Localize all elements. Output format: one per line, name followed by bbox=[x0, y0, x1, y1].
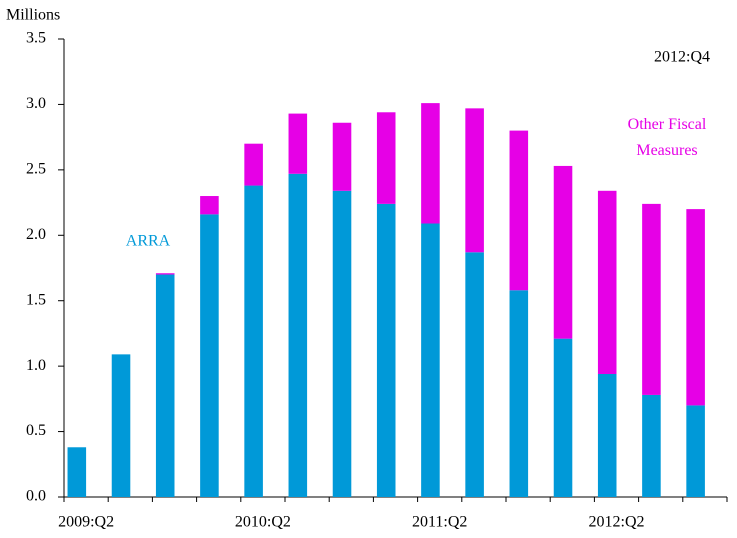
y-tick-label: 1.0 bbox=[26, 357, 46, 374]
bar-segment bbox=[509, 290, 529, 497]
bar-segment bbox=[244, 143, 263, 186]
y-tick-label: 0.5 bbox=[26, 422, 46, 439]
bar-segment bbox=[421, 103, 440, 224]
bar-segment bbox=[200, 196, 219, 215]
bar-segment bbox=[597, 190, 617, 374]
bar-segment bbox=[642, 203, 661, 395]
bar-segment bbox=[155, 273, 175, 275]
y-tick-label: 0.0 bbox=[26, 488, 46, 505]
bar-segment bbox=[509, 130, 529, 291]
bar-segment bbox=[553, 338, 573, 497]
bar-segment bbox=[465, 108, 484, 253]
bar-segment bbox=[332, 190, 352, 497]
y-tick-label: 1.5 bbox=[26, 291, 46, 308]
bar-segment bbox=[288, 113, 308, 174]
y-tick-label: 3.0 bbox=[26, 95, 46, 112]
bar-segment bbox=[244, 185, 263, 497]
bar-segment bbox=[465, 252, 484, 497]
bar-segment bbox=[421, 223, 440, 497]
annotation: 2012:Q4 bbox=[654, 49, 710, 66]
y-unit-label: Millions bbox=[6, 7, 60, 24]
bar-segment bbox=[200, 214, 219, 497]
x-tick-label: 2012:Q2 bbox=[589, 514, 645, 531]
bar-segment bbox=[376, 203, 396, 497]
y-tick-label: 2.0 bbox=[26, 226, 46, 243]
bar-segment bbox=[111, 354, 131, 497]
bar-segment bbox=[686, 209, 705, 406]
bar-segment bbox=[642, 394, 661, 497]
bar-segment bbox=[376, 112, 396, 204]
x-tick-label: 2009:Q2 bbox=[58, 514, 114, 531]
y-tick-label: 3.5 bbox=[26, 30, 46, 47]
bar-segment bbox=[597, 373, 617, 497]
bar-segment bbox=[288, 173, 308, 498]
series-label: Other Fiscal Measures bbox=[628, 116, 707, 159]
x-tick-label: 2010:Q2 bbox=[235, 514, 291, 531]
bar-segment bbox=[686, 405, 705, 497]
bar-segment bbox=[67, 447, 87, 497]
bar-segment bbox=[553, 165, 573, 339]
bar-segment bbox=[155, 274, 175, 497]
series-label: ARRA bbox=[126, 233, 171, 250]
y-tick-label: 2.5 bbox=[26, 161, 46, 178]
bar-segment bbox=[332, 122, 352, 191]
x-tick-label: 2011:Q2 bbox=[412, 514, 467, 531]
